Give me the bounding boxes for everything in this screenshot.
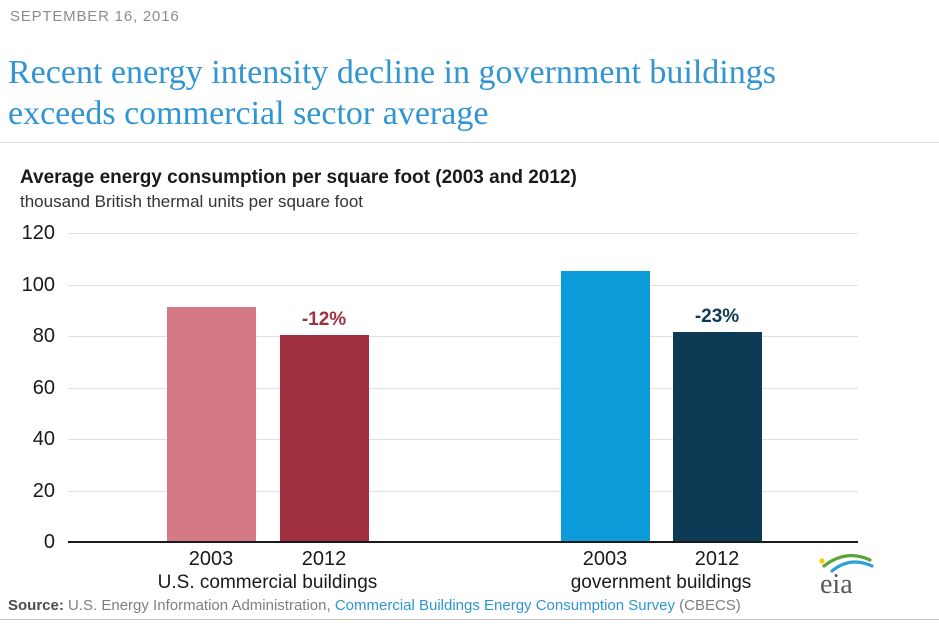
chart-unit-label: thousand British thermal units per squar… bbox=[20, 192, 364, 211]
bar-government-buildings-2003 bbox=[560, 270, 650, 541]
x-axis-tick-0: 2003 bbox=[188, 548, 234, 570]
gridline-y20 bbox=[68, 490, 858, 492]
bar-u-s-commercial-buildings-2012 bbox=[279, 335, 369, 541]
gridline-y60 bbox=[68, 387, 858, 389]
source-prefix: Source: bbox=[8, 597, 64, 614]
source-org: U.S. Energy Information Administration, bbox=[63, 597, 335, 614]
gridline-y40 bbox=[68, 439, 858, 440]
percent-change-label-2012: -12% bbox=[301, 309, 347, 330]
x-axis-line bbox=[68, 541, 858, 543]
source-line: Source: U.S. Energy Information Administ… bbox=[8, 597, 933, 614]
x-axis-tick-3: 2012 bbox=[694, 548, 740, 570]
y-axis-tick-100: 100 bbox=[21, 273, 55, 296]
y-axis-tick-40: 40 bbox=[32, 428, 55, 450]
y-axis-tick-80: 80 bbox=[32, 325, 55, 347]
article-date: SEPTEMBER 16, 2016 bbox=[10, 8, 180, 25]
title-divider bbox=[0, 142, 939, 143]
y-axis-tick-60: 60 bbox=[32, 376, 55, 399]
bar-government-buildings-2012 bbox=[672, 332, 762, 541]
bar-u-s-commercial-buildings-2003 bbox=[166, 306, 256, 541]
group-label-u-s-commercial-buildings: U.S. commercial buildings bbox=[157, 572, 378, 593]
eia-logo-text: eia bbox=[820, 569, 853, 599]
eia-logo: eia bbox=[819, 554, 874, 599]
page-title-line2: exceeds commercial sector average bbox=[8, 95, 489, 133]
gridline-y100 bbox=[68, 284, 858, 286]
eia-logo-blue-arc bbox=[830, 560, 874, 573]
page-title: Recent energy intensity decline in gover… bbox=[8, 52, 776, 135]
page-title-line1: Recent energy intensity decline in gover… bbox=[8, 54, 776, 91]
percent-change-label-2012: -23% bbox=[694, 306, 740, 328]
x-axis-tick-2: 2003 bbox=[582, 548, 628, 570]
bottom-divider bbox=[0, 619, 939, 620]
cbecs-link[interactable]: Commercial Buildings Energy Consumption … bbox=[334, 597, 675, 614]
chart-title: Average energy consumption per square fo… bbox=[20, 167, 577, 188]
y-axis-tick-0: 0 bbox=[43, 531, 55, 553]
source-suffix: (CBECS) bbox=[674, 597, 741, 614]
y-axis-tick-20: 20 bbox=[32, 479, 55, 502]
group-label-government-buildings: government buildings bbox=[570, 572, 752, 593]
y-axis-tick-120: 120 bbox=[21, 222, 55, 244]
gridline-y120 bbox=[68, 233, 858, 234]
eia-logo-green-arc bbox=[822, 554, 872, 568]
x-axis-tick-1: 2012 bbox=[301, 548, 347, 570]
plot-area: 0 20 40 60 80 100 120 2003 -12% 2012 2003 -23% 2012 U… bbox=[22, 222, 858, 593]
gridline-y80 bbox=[68, 336, 858, 337]
eia-logo-yellow-dot bbox=[819, 558, 825, 564]
